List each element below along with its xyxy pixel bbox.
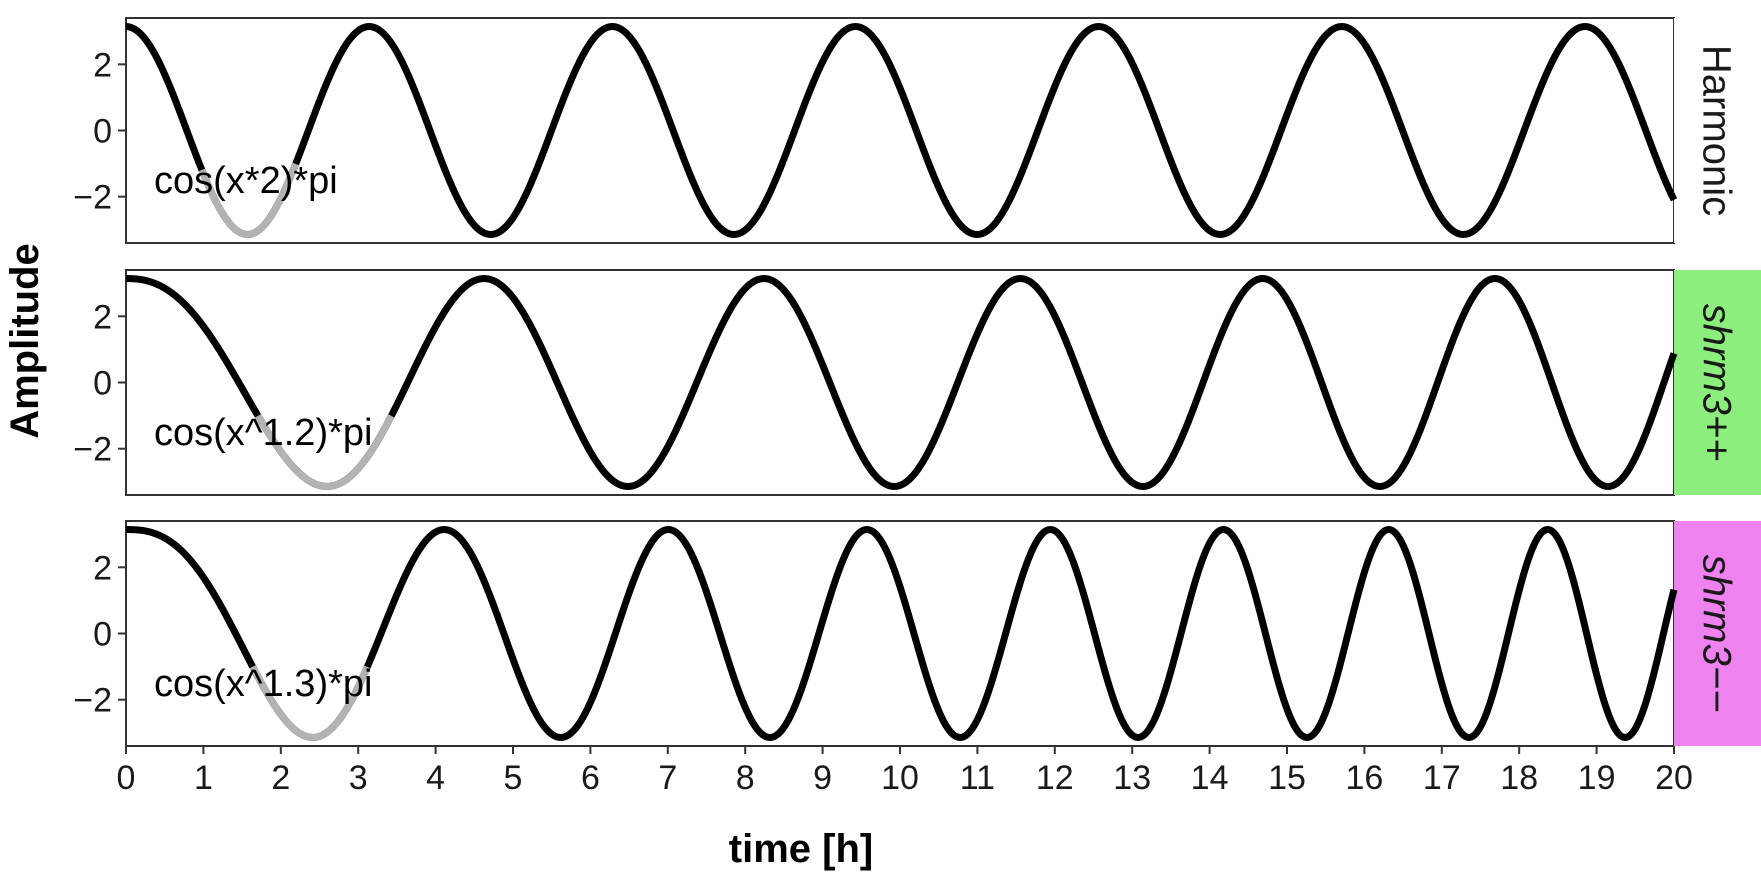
- y-tick-label: 0: [93, 365, 112, 403]
- x-tick-label: 11: [960, 759, 995, 797]
- facet-strip: [1674, 521, 1761, 746]
- x-tick-label: 1: [194, 759, 213, 797]
- panel-border: [125, 520, 1675, 747]
- y-tick-label: 0: [93, 616, 112, 654]
- x-tick-label: 2: [271, 759, 290, 797]
- series-line: [123, 526, 1678, 741]
- y-tick-label: 2: [93, 298, 112, 336]
- formula-annotation: cos(x^1.2)*pi: [154, 412, 372, 454]
- y-tick-label: −2: [73, 179, 112, 217]
- highlight-segment: [249, 665, 371, 741]
- formula-annotation: cos(x*2)*pi: [154, 160, 338, 202]
- x-tick-label: 20: [1655, 759, 1693, 797]
- facet-strip-label: Harmonic: [1695, 45, 1739, 216]
- x-tick-label: 6: [581, 759, 600, 797]
- highlight-segment: [254, 414, 395, 490]
- x-tick-label: 18: [1500, 759, 1538, 797]
- y-axis-title: Amplitude: [3, 243, 47, 439]
- facet-panel: Harmonic −2 0 2 cos(x*2)*pi: [73, 17, 1761, 244]
- x-tick-label: 16: [1345, 759, 1383, 797]
- series-line: [123, 23, 1678, 238]
- facet-panel: shrm3++ −2 0 2 cos(x^1.2)*pi: [73, 269, 1761, 496]
- x-tick-label: 4: [426, 759, 445, 797]
- x-axis-title: time [h]: [729, 827, 873, 871]
- x-tick-label: 5: [504, 759, 523, 797]
- formula-annotation: cos(x^1.3)*pi: [154, 663, 372, 705]
- x-tick-label: 14: [1191, 759, 1229, 797]
- y-tick-label: 0: [93, 113, 112, 151]
- x-tick-label: 9: [813, 759, 832, 797]
- facet-strip: [1674, 18, 1761, 243]
- facet-strip-label: shrm3++: [1695, 304, 1739, 462]
- y-tick-label: −2: [73, 431, 112, 469]
- y-tick-label: 2: [93, 46, 112, 84]
- facet-panel: shrm3−− −2 0 2 cos(x^1.3)*pi: [73, 520, 1761, 747]
- x-tick-label: 3: [349, 759, 368, 797]
- x-tick-label: 8: [736, 759, 755, 797]
- y-tick-label: −2: [73, 682, 112, 720]
- panel-border: [125, 17, 1675, 244]
- x-tick-label: 13: [1113, 759, 1151, 797]
- x-tick-label: 12: [1036, 759, 1074, 797]
- facet-strip-label: shrm3−−: [1695, 555, 1739, 713]
- y-tick-label: 2: [93, 549, 112, 587]
- x-tick-label: 17: [1423, 759, 1461, 797]
- facet-strip: [1674, 270, 1761, 495]
- panel-border: [125, 269, 1675, 496]
- x-tick-label: 7: [658, 759, 677, 797]
- x-tick-label: 0: [117, 759, 136, 797]
- x-tick-label: 10: [881, 759, 919, 797]
- highlight-segment: [198, 162, 299, 238]
- x-tick-label: 19: [1578, 759, 1616, 797]
- x-tick-label: 15: [1268, 759, 1306, 797]
